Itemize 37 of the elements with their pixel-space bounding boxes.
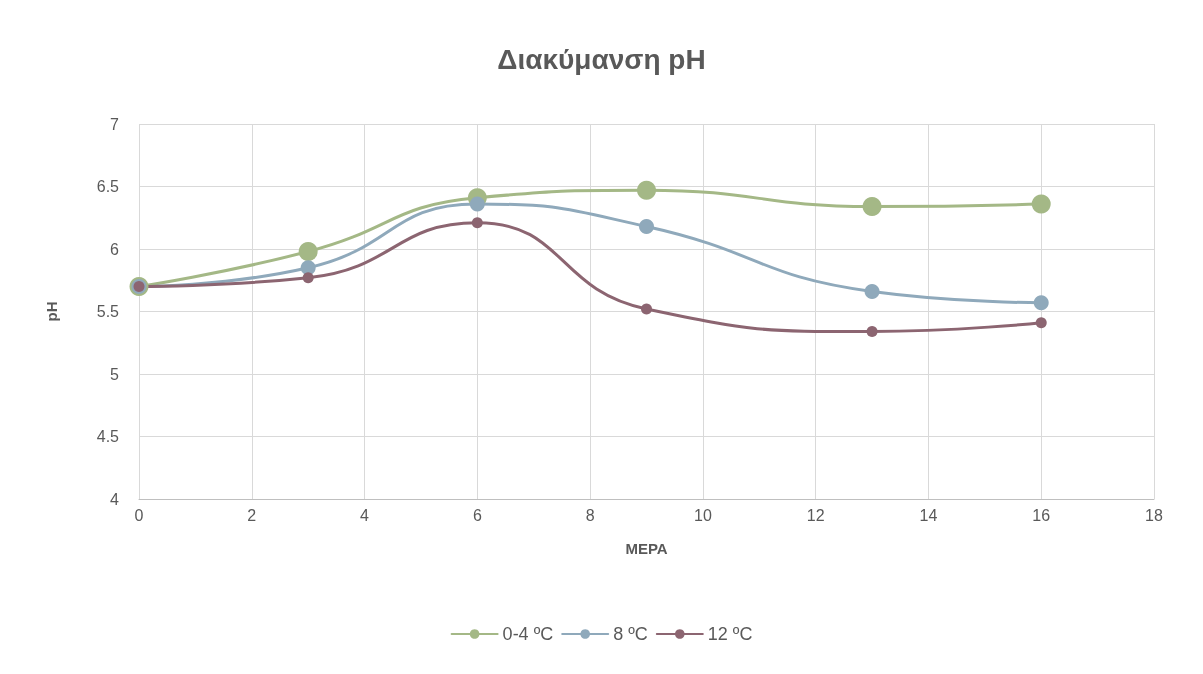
point: [469, 196, 485, 212]
point: [637, 180, 656, 200]
chart-title: Διακύμανση pH: [497, 43, 706, 75]
x-tick-label: 10: [693, 506, 712, 524]
y-tick-label: 4.5: [96, 428, 120, 445]
x-tick-label: 14: [919, 506, 938, 524]
point: [471, 217, 483, 229]
x-tick-label: 2: [247, 506, 257, 524]
y-tick-label: 7: [110, 115, 120, 133]
x-axis-title: ΜΕΡΑ: [625, 540, 668, 557]
x-tick-label: 0: [134, 506, 144, 524]
y-axis-title: pH: [43, 301, 60, 322]
x-tick-label: 16: [1032, 506, 1051, 524]
x-tick-label: 8: [585, 506, 595, 524]
legend-label: 8 ºC: [613, 624, 648, 644]
y-tick-label: 5: [110, 365, 120, 383]
point: [1033, 295, 1049, 311]
y-tick-label: 4: [110, 490, 120, 508]
y-tick-label: 6.5: [96, 178, 120, 195]
legend-label: 12 ºC: [707, 624, 753, 644]
point: [1031, 194, 1051, 214]
x-tick-label: 12: [806, 506, 825, 524]
point: [300, 260, 316, 276]
point: [866, 326, 878, 337]
x-tick-label: 6: [472, 506, 482, 524]
point: [864, 284, 880, 299]
point: [641, 303, 652, 315]
y-tick-label: 5.5: [96, 303, 120, 320]
point: [302, 272, 314, 284]
x-tick-label: 18: [1145, 506, 1163, 524]
point: [862, 197, 882, 216]
point: [1035, 317, 1047, 329]
point: [298, 242, 318, 261]
y-tick-label: 6: [110, 240, 120, 258]
point: [639, 219, 654, 234]
x-tick-label: 4: [360, 506, 370, 524]
legend-label: 0-4 ºC: [502, 624, 554, 644]
